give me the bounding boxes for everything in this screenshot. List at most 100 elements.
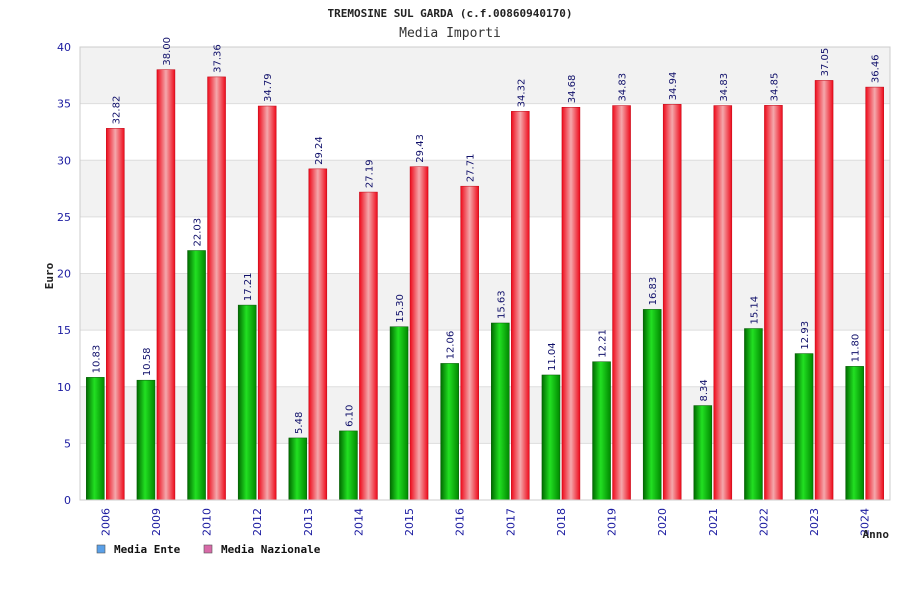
x-tick-label: 2020 — [656, 508, 669, 536]
bar-media-ente — [237, 304, 257, 501]
bar-media-ente — [693, 405, 713, 501]
legend-label-media-ente: Media Ente — [114, 543, 181, 556]
bar-media-nazionale — [359, 191, 378, 501]
data-label: 34.68 — [567, 75, 578, 104]
labels: 0 5 10 15 20 25 30 35 40 10.83 32.82 2006 10.58 38.00… — [57, 37, 882, 536]
data-label: 12.93 — [800, 321, 811, 350]
bar-media-nazionale — [257, 105, 277, 501]
bar-media-nazionale — [865, 86, 884, 501]
y-tick-label: 35 — [57, 98, 71, 111]
x-tick-label: 2023 — [808, 508, 821, 536]
data-label: 34.85 — [769, 73, 780, 102]
chart-title: TREMOSINE SUL GARDA (c.f.00860940170) — [327, 7, 572, 20]
bar-media-ente — [744, 328, 763, 501]
x-tick-label: 2018 — [555, 508, 568, 536]
data-label: 29.43 — [415, 134, 426, 163]
bar-media-nazionale — [308, 168, 328, 501]
y-tick-label: 15 — [57, 324, 71, 337]
y-tick-label: 0 — [64, 494, 71, 507]
data-label: 5.48 — [294, 412, 305, 434]
data-label: 10.58 — [142, 348, 153, 377]
bar-media-nazionale — [612, 105, 631, 501]
x-tick-label: 2010 — [201, 508, 214, 536]
bar-media-nazionale — [207, 76, 226, 501]
bar-media-nazionale — [561, 106, 581, 501]
x-tick-label: 2017 — [504, 508, 517, 536]
x-tick-label: 2013 — [302, 508, 315, 536]
chart-subtitle: Media Importi — [399, 26, 501, 41]
data-label: 12.21 — [598, 329, 609, 358]
bar-media-nazionale — [511, 111, 530, 501]
legend-swatch-media-nazionale — [203, 544, 213, 554]
data-label: 27.19 — [364, 159, 375, 188]
data-label: 15.63 — [496, 290, 507, 319]
bar-media-nazionale — [156, 69, 176, 501]
legend-swatch-media-ente — [96, 544, 106, 554]
y-tick-label: 25 — [57, 211, 71, 224]
bar-media-nazionale — [409, 166, 429, 501]
x-tick-label: 2021 — [707, 508, 720, 536]
data-label: 34.83 — [719, 73, 730, 102]
data-label: 15.14 — [749, 296, 760, 325]
y-tick-label: 40 — [57, 41, 71, 54]
data-label: 32.82 — [111, 96, 122, 125]
data-label: 6.10 — [344, 405, 355, 427]
data-label: 16.83 — [648, 277, 659, 306]
x-tick-label: 2014 — [352, 508, 365, 536]
x-axis-label: Anno — [863, 528, 890, 541]
data-label: 27.71 — [466, 154, 477, 183]
data-label: 34.79 — [263, 73, 274, 102]
data-label: 12.06 — [446, 331, 457, 360]
y-tick-label: 20 — [57, 268, 71, 281]
bar-media-nazionale — [764, 105, 783, 501]
bar-media-nazionale — [814, 80, 834, 501]
x-tick-label: 2024 — [859, 508, 872, 536]
x-tick-label: 2009 — [150, 508, 163, 536]
bar-media-ente — [794, 353, 814, 501]
legend: Media Ente Media Nazionale — [96, 543, 321, 556]
bar-media-ente — [845, 366, 864, 501]
bar-media-ente — [642, 309, 662, 501]
x-tick-label: 2012 — [251, 508, 264, 536]
bar-media-ente — [541, 374, 561, 501]
data-label: 22.03 — [193, 218, 204, 247]
y-tick-label: 30 — [57, 154, 71, 167]
data-label: 29.24 — [314, 136, 325, 165]
bar-media-ente — [440, 363, 459, 501]
bar-media-nazionale — [106, 128, 125, 501]
bar-media-ente — [389, 326, 409, 501]
data-label: 8.34 — [699, 379, 710, 401]
bar-media-nazionale — [460, 185, 479, 501]
bar-media-ente — [592, 361, 611, 501]
x-tick-label: 2006 — [99, 508, 112, 536]
data-label: 11.04 — [547, 342, 558, 371]
data-label: 37.36 — [213, 44, 224, 73]
data-label: 36.46 — [871, 54, 882, 83]
data-label: 11.80 — [851, 334, 862, 363]
x-tick-label: 2016 — [454, 508, 467, 536]
x-tick-label: 2015 — [403, 508, 416, 536]
data-label: 10.83 — [91, 345, 102, 374]
bar-media-nazionale — [713, 105, 733, 501]
data-label: 38.00 — [162, 37, 173, 66]
x-tick-label: 2022 — [757, 508, 770, 536]
bar-media-ente — [339, 430, 358, 501]
data-label: 34.94 — [668, 72, 679, 101]
data-label: 17.21 — [243, 272, 254, 301]
data-label: 34.83 — [618, 73, 629, 102]
data-label: 37.05 — [820, 48, 831, 77]
bar-media-ente — [136, 379, 156, 501]
x-tick-label: 2019 — [606, 508, 619, 536]
bars — [86, 69, 884, 501]
y-tick-label: 10 — [57, 381, 71, 394]
bar-media-nazionale — [662, 104, 682, 501]
legend-label-media-nazionale: Media Nazionale — [221, 543, 321, 556]
axes — [79, 46, 891, 501]
bar-media-ente — [86, 377, 105, 501]
bar-media-ente — [187, 250, 206, 501]
bar-media-ente — [288, 437, 308, 501]
data-label: 15.30 — [395, 294, 406, 323]
y-axis-label: Euro — [43, 262, 56, 289]
data-label: 34.32 — [516, 79, 527, 108]
